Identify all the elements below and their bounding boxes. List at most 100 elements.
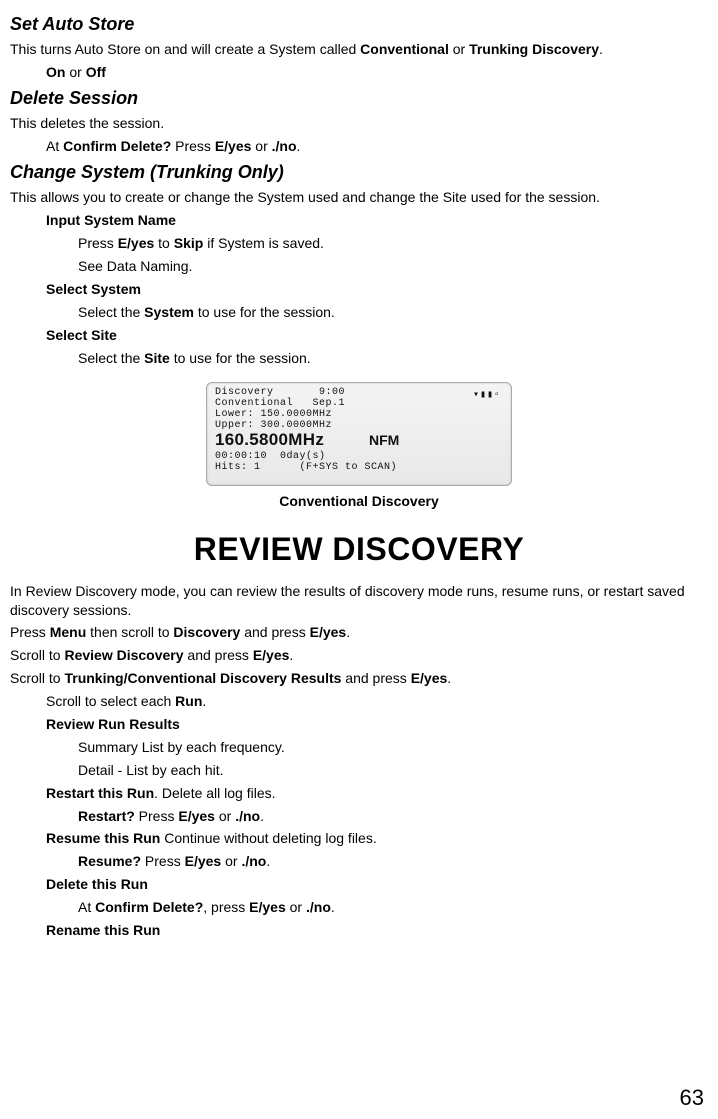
text-bold: Restart? <box>78 808 135 824</box>
lcd-screen: ▾▮▮▫ Discovery 9:00 Conventional Sep.1 L… <box>206 382 512 486</box>
subhead-resume-run: Resume this Run Continue without deletin… <box>46 829 708 848</box>
lcd-row: Conventional Sep.1 <box>215 398 503 409</box>
instruction-line: At Confirm Delete?, press E/yes or ./no. <box>78 898 708 917</box>
text: Press <box>78 235 118 251</box>
text: . <box>346 624 350 640</box>
text-bold: E/yes <box>215 138 252 154</box>
instruction-line: Restart? Press E/yes or ./no. <box>78 807 708 826</box>
text: and press <box>184 647 253 663</box>
lcd-figure: ▾▮▮▫ Discovery 9:00 Conventional Sep.1 L… <box>10 382 708 486</box>
text: or <box>251 138 271 154</box>
heading-review-discovery: REVIEW DISCOVERY <box>10 528 708 571</box>
para: In Review Discovery mode, you can review… <box>10 582 708 620</box>
heading-change-system: Change System (Trunking Only) <box>10 160 708 184</box>
instruction-line: Scroll to select each Run. <box>46 692 708 711</box>
text-bold: Confirm Delete? <box>63 138 171 154</box>
text-bold: ./no <box>272 138 297 154</box>
subhead-review-run-results: Review Run Results <box>46 715 708 734</box>
text-bold: Trunking Discovery <box>469 41 599 57</box>
text: , press <box>203 899 249 915</box>
text: . <box>297 138 301 154</box>
para: This deletes the session. <box>10 114 708 133</box>
text: . <box>266 853 270 869</box>
text-bold: Conventional <box>360 41 449 57</box>
text: . <box>260 808 264 824</box>
text-bold: E/yes <box>178 808 215 824</box>
para: This turns Auto Store on and will create… <box>10 40 708 59</box>
text: This turns Auto Store on and will create… <box>10 41 360 57</box>
text: Press <box>171 138 215 154</box>
subhead-input-system-name: Input System Name <box>46 211 708 230</box>
text: At <box>78 899 95 915</box>
text: then scroll to <box>86 624 173 640</box>
text-bold: E/yes <box>185 853 222 869</box>
text: to use for the session. <box>170 350 311 366</box>
text: At <box>46 138 63 154</box>
text-bold: On <box>46 64 65 80</box>
text-bold: Confirm Delete? <box>95 899 203 915</box>
text: Select the <box>78 350 144 366</box>
text-bold: E/yes <box>249 899 286 915</box>
text-bold: Skip <box>174 235 204 251</box>
text-bold: Resume? <box>78 853 141 869</box>
text-bold: E/yes <box>253 647 290 663</box>
instruction-line: At Confirm Delete? Press E/yes or ./no. <box>46 137 708 156</box>
para: Scroll to Review Discovery and press E/y… <box>10 646 708 665</box>
lcd-row: Hits: 1 (F+SYS to SCAN) <box>215 462 503 473</box>
instruction-line: Press E/yes to Skip if System is saved. <box>78 234 708 253</box>
para: Press Menu then scroll to Discovery and … <box>10 623 708 642</box>
lcd-row: Lower: 150.0000MHz <box>215 409 503 420</box>
page-number: 63 <box>680 1083 704 1113</box>
text: Select the <box>78 304 144 320</box>
text-bold: E/yes <box>411 670 448 686</box>
instruction-line: See Data Naming. <box>78 257 708 276</box>
signal-icon: ▾▮▮▫ <box>473 389 501 403</box>
instruction-line: Detail - List by each hit. <box>78 761 708 780</box>
option-line: On or Off <box>46 63 708 82</box>
subhead-select-site: Select Site <box>46 326 708 345</box>
text: Continue without deleting log files. <box>160 830 376 846</box>
heading-set-auto-store: Set Auto Store <box>10 12 708 36</box>
subhead-select-system: Select System <box>46 280 708 299</box>
figure-caption: Conventional Discovery <box>10 492 708 511</box>
text-bold: Resume this Run <box>46 830 160 846</box>
text-bold: Trunking/Conventional Discovery Results <box>64 670 341 686</box>
lcd-frequency: 160.5800MHz <box>215 430 324 449</box>
text-bold: Site <box>144 350 170 366</box>
text: . <box>289 647 293 663</box>
text-bold: E/yes <box>310 624 347 640</box>
text: to <box>154 235 173 251</box>
text: . <box>447 670 451 686</box>
instruction-line: Summary List by each frequency. <box>78 738 708 757</box>
lcd-row: 00:00:10 0day(s) <box>215 451 503 462</box>
para: Scroll to Trunking/Conventional Discover… <box>10 669 708 688</box>
text: . <box>331 899 335 915</box>
text: or <box>65 64 85 80</box>
subhead-rename-run: Rename this Run <box>46 921 708 940</box>
text-bold: Menu <box>50 624 87 640</box>
text: Press <box>135 808 179 824</box>
text: . <box>599 41 603 57</box>
text: or <box>449 41 469 57</box>
text-bold: Review Discovery <box>64 647 183 663</box>
text-bold: ./no <box>306 899 331 915</box>
lcd-mode: NFM <box>369 432 399 448</box>
lcd-row: Discovery 9:00 <box>215 387 503 398</box>
text-bold: System <box>144 304 194 320</box>
text-bold: Run <box>175 693 202 709</box>
text-bold: ./no <box>241 853 266 869</box>
text: Scroll to <box>10 647 64 663</box>
heading-delete-session: Delete Session <box>10 86 708 110</box>
text: or <box>286 899 306 915</box>
text-bold: ./no <box>235 808 260 824</box>
instruction-line: Select the System to use for the session… <box>78 303 708 322</box>
text: or <box>215 808 235 824</box>
lcd-freq-row: 160.5800MHz NFM <box>215 431 503 452</box>
text: and press <box>240 624 309 640</box>
text: Press <box>10 624 50 640</box>
text: to use for the session. <box>194 304 335 320</box>
text: and press <box>341 670 410 686</box>
instruction-line: Resume? Press E/yes or ./no. <box>78 852 708 871</box>
text-bold: Off <box>86 64 106 80</box>
instruction-line: Select the Site to use for the session. <box>78 349 708 368</box>
